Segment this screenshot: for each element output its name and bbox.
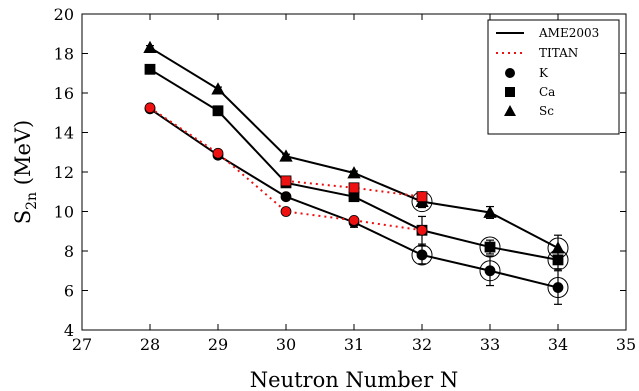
y-axis-label: S2n (MeV) <box>11 120 40 225</box>
x-tick-label: 31 <box>344 335 364 354</box>
svg-text:S2n (MeV): S2n (MeV) <box>11 120 40 225</box>
y-axis-label-unit: (MeV) <box>11 120 35 192</box>
ame-point-sc <box>143 40 157 53</box>
x-tick-label: 28 <box>140 335 160 354</box>
ame-point-sc <box>483 205 497 218</box>
ame-point-k <box>484 265 496 277</box>
y-tick-label: 6 <box>64 282 74 301</box>
ame-point-sc <box>551 241 565 254</box>
titan-point-ca <box>348 182 360 194</box>
legend-ca-label: Ca <box>539 85 555 99</box>
y-axis-label-sub: 2n <box>24 192 40 210</box>
ame-point-sc <box>279 149 293 162</box>
x-tick-label: 30 <box>276 335 296 354</box>
y-tick-label: 8 <box>64 242 74 261</box>
titan-point-ca <box>280 175 292 187</box>
x-tick-label: 33 <box>480 335 500 354</box>
y-tick-label: 16 <box>54 84 74 103</box>
y-tick-label: 20 <box>54 5 74 24</box>
y-tick-label: 10 <box>54 203 74 222</box>
y-tick-label: 14 <box>54 124 74 143</box>
x-axis-label: Neutron Number N <box>250 368 458 391</box>
ame-point-ca <box>212 105 224 117</box>
titan-line-ca <box>285 179 423 198</box>
titan-point-k <box>280 206 292 217</box>
y-tick-label: 4 <box>64 321 74 340</box>
x-tick-label: 35 <box>616 335 636 354</box>
titan-point-ca <box>416 191 428 203</box>
data-markers <box>143 40 565 293</box>
ame-point-ca <box>552 254 564 266</box>
titan-point-k <box>416 224 428 236</box>
x-tick-label: 27 <box>72 335 92 354</box>
ame-point-k <box>416 249 428 261</box>
legend-titan-label: TITAN <box>539 46 578 60</box>
legend: AME2003 TITAN K Ca Sc <box>487 19 620 135</box>
titan-line-k <box>149 106 423 232</box>
ame-point-sc <box>211 82 225 95</box>
ame-point-sc <box>347 166 361 179</box>
y-tick-label: 18 <box>54 45 74 64</box>
legend-ca-marker <box>505 87 515 97</box>
legend-ame-label: AME2003 <box>538 26 599 40</box>
legend-sc-label: Sc <box>539 104 554 118</box>
x-tick-label: 32 <box>412 335 432 354</box>
legend-k-marker <box>505 68 515 78</box>
axis-ticks: 27 28 29 30 31 32 33 34 35 4 6 8 10 12 14 16 18 20 <box>54 5 637 354</box>
open-circle <box>411 244 433 266</box>
y-tick-label: 12 <box>54 163 74 182</box>
ame-point-ca <box>484 241 496 253</box>
ame-point-k <box>552 282 564 293</box>
x-tick-label: 29 <box>208 335 228 354</box>
legend-k-label: K <box>539 66 549 80</box>
ame-point-k <box>280 191 292 203</box>
y-axis-label-main: S <box>11 210 35 224</box>
x-tick-label: 34 <box>548 335 568 354</box>
titan-point-k <box>144 102 156 114</box>
ame-point-ca <box>144 63 156 75</box>
titan-point-k <box>348 214 360 226</box>
titan-point-k <box>212 147 224 159</box>
titan-lines <box>149 106 423 232</box>
legend-sc-marker <box>504 105 516 116</box>
